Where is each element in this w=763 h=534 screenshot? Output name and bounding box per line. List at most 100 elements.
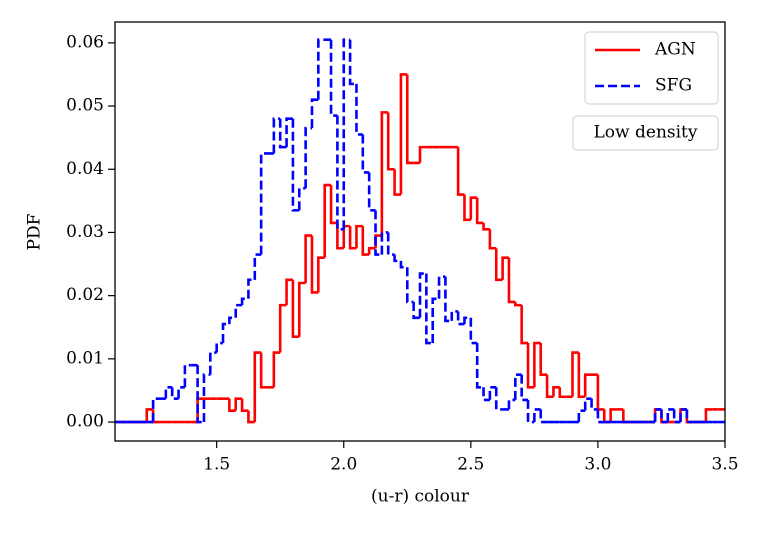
histogram-step <box>405 74 414 165</box>
histogram-step <box>463 194 471 222</box>
histogram-step <box>393 169 401 196</box>
histogram-step <box>583 373 592 397</box>
histogram-step <box>247 410 255 424</box>
histogram-step <box>278 303 287 353</box>
histogram-step <box>342 38 351 230</box>
histogram-step <box>539 343 548 376</box>
histogram-step <box>399 260 408 269</box>
histogram-step <box>482 387 490 402</box>
histogram-step <box>247 278 255 299</box>
histogram-step <box>240 398 249 412</box>
histogram-step <box>317 38 325 100</box>
histogram-step <box>209 351 217 375</box>
histogram-step <box>672 409 681 424</box>
histogram-step <box>291 279 300 339</box>
histogram-step <box>526 343 535 389</box>
histogram-step <box>355 224 363 249</box>
histogram-step <box>253 253 262 280</box>
y-tick-label: 0.05 <box>66 96 104 116</box>
histogram-step <box>355 83 363 136</box>
histogram-step <box>482 222 490 231</box>
histogram-step <box>361 134 370 174</box>
histogram-step <box>317 256 325 293</box>
histogram-step <box>685 409 694 424</box>
histogram-step <box>329 39 338 117</box>
histogram-step <box>590 398 598 411</box>
histogram-step <box>609 408 617 423</box>
histogram-step <box>297 281 306 337</box>
histogram-step <box>552 385 560 397</box>
histogram-step <box>336 222 344 250</box>
histogram-step <box>488 229 497 250</box>
histogram-step <box>412 301 420 320</box>
histogram-step <box>475 343 484 389</box>
histogram-step <box>571 351 579 397</box>
histogram-step <box>418 145 427 163</box>
histogram-step <box>393 254 401 263</box>
y-axis-label: PDF <box>25 213 45 250</box>
histogram-step <box>418 272 427 318</box>
histogram-step <box>539 409 548 424</box>
legend-label: SFG <box>655 76 692 96</box>
x-tick-label: 3.0 <box>584 455 611 475</box>
histogram-step <box>228 316 236 325</box>
histogram-step <box>488 385 497 400</box>
histogram-step <box>259 352 268 389</box>
histogram-step <box>304 234 312 284</box>
histogram-step <box>456 147 465 196</box>
histogram-step <box>520 305 529 345</box>
histogram-step <box>577 352 586 399</box>
x-tick-label: 3.5 <box>711 455 738 475</box>
histogram-step <box>285 278 293 306</box>
histogram-step <box>475 197 484 225</box>
histogram-step <box>367 246 376 255</box>
histogram-step <box>374 210 382 256</box>
histogram-step <box>145 408 154 423</box>
histogram-step <box>596 374 605 411</box>
y-tick-label: 0.01 <box>66 348 104 368</box>
histogram-step <box>704 408 713 423</box>
histogram-step <box>469 317 478 345</box>
histogram-step <box>386 112 395 171</box>
histogram-step <box>399 73 408 195</box>
histogram-step <box>348 226 357 250</box>
histogram-step <box>494 387 503 411</box>
y-tick-label: 0.03 <box>66 222 104 242</box>
histogram-step <box>583 397 592 411</box>
histogram-step <box>253 351 262 423</box>
histogram-step <box>215 341 224 353</box>
histogram-step <box>329 185 338 225</box>
histogram-step <box>666 408 675 423</box>
histogram-step <box>380 231 389 255</box>
histogram-step <box>259 152 268 255</box>
histogram-step <box>450 310 459 321</box>
histogram-step <box>596 409 605 424</box>
histogram-step <box>444 276 452 323</box>
histogram-step <box>653 408 662 423</box>
histogram-step <box>278 118 287 149</box>
histogram-step <box>291 118 300 212</box>
histogram-step <box>558 387 567 399</box>
histogram-step <box>526 399 535 424</box>
histogram-step <box>514 301 522 307</box>
x-axis-label: (u-r) colour <box>371 487 470 507</box>
histogram-step <box>228 398 236 412</box>
histogram-step <box>323 183 332 258</box>
histogram-step <box>469 196 478 220</box>
histogram-step <box>272 351 281 388</box>
histogram-step <box>514 373 522 400</box>
histogram-step <box>660 409 668 424</box>
plot-frame <box>114 21 726 442</box>
histogram-step <box>501 256 509 280</box>
histogram-step <box>202 373 211 423</box>
x-tick-label: 2.5 <box>457 455 484 475</box>
annotation-box <box>572 115 719 151</box>
histogram-step <box>170 387 179 400</box>
x-tick-label: 1.5 <box>203 455 230 475</box>
legend-label: AGN <box>654 40 696 60</box>
histogram-step <box>183 363 192 388</box>
histogram-step <box>622 409 630 424</box>
y-tick-label: 0.06 <box>66 32 104 52</box>
